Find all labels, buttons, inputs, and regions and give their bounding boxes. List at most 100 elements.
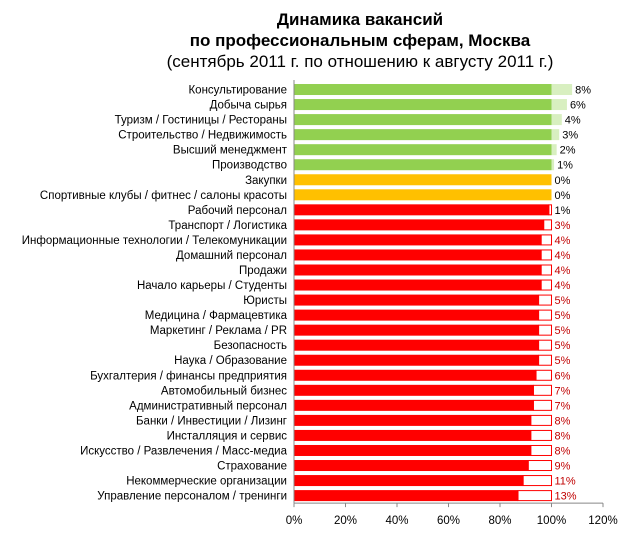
x-tick-label: 120%: [588, 515, 617, 527]
value-label: 3%: [555, 220, 571, 232]
category-label: Транспорт / Логистика: [168, 220, 287, 232]
bar-change: [530, 429, 553, 441]
value-label: 11%: [555, 476, 576, 488]
value-label: 5%: [555, 295, 571, 307]
bar-main: [294, 414, 531, 426]
value-label: 13%: [555, 491, 577, 503]
bar-change: [532, 384, 552, 396]
value-label: 1%: [557, 160, 573, 172]
value-label: 8%: [555, 415, 571, 427]
category-label: Консультирование: [188, 85, 287, 97]
bar-main: [294, 219, 544, 231]
value-label: 4%: [555, 250, 571, 262]
bar-main: [294, 339, 539, 351]
x-tick-label: 40%: [385, 515, 408, 527]
category-label: Наука / Образование: [174, 355, 287, 367]
bar-main: [294, 204, 549, 216]
chart-title: Динамика вакансий по профессиональным сф…: [167, 10, 554, 71]
bar-main: [294, 84, 552, 96]
bar-main: [294, 294, 539, 306]
bar-change: [540, 279, 553, 291]
bar-main: [294, 444, 531, 456]
bar-change: [551, 159, 555, 171]
value-label: 8%: [575, 85, 591, 97]
value-label: 6%: [570, 100, 586, 112]
value-label: 4%: [555, 235, 571, 247]
value-label: 3%: [562, 130, 578, 142]
bar-change: [551, 114, 562, 126]
category-label: Маркетинг / Реклама / PR: [150, 325, 287, 337]
bar-change: [530, 414, 553, 426]
bar-change: [540, 264, 553, 276]
value-label: 5%: [555, 325, 571, 337]
chart-title-line-1: Динамика вакансий: [277, 10, 443, 29]
bar-main: [294, 429, 531, 441]
bar-main: [294, 369, 537, 381]
bar-main: [294, 234, 542, 246]
value-label: 0%: [555, 190, 571, 202]
category-label: Бухгалтерия / финансы предприятия: [90, 370, 287, 382]
category-label: Закупки: [245, 175, 287, 187]
bar-change: [540, 249, 553, 261]
category-label: Домашний персонал: [176, 250, 287, 262]
x-tick-label: 80%: [488, 515, 511, 527]
category-label: Искусство / Развлечения / Масс-медиа: [80, 445, 288, 457]
value-label: 5%: [555, 355, 571, 367]
value-label: 4%: [555, 280, 571, 292]
category-label: Информационные технологии / Телекомуника…: [22, 235, 287, 247]
bar-main: [294, 309, 539, 321]
category-label: Некоммерческие организации: [126, 476, 287, 488]
bar-main: [294, 174, 552, 186]
bar-change: [527, 460, 553, 472]
category-label: Высший менеджмент: [173, 145, 288, 157]
category-label: Добыча сырья: [210, 100, 287, 112]
category-labels: Консультирование Добыча сырья Туризм / Гос…: [22, 85, 288, 503]
x-tick-label: 100%: [537, 515, 566, 527]
value-label: 7%: [555, 400, 571, 412]
bar-main: [294, 99, 552, 111]
category-label: Банки / Инвестиции / Лизинг: [136, 415, 287, 427]
category-label: Управление персоналом / тренинги: [97, 491, 287, 503]
bar-main: [294, 264, 542, 276]
chart-title-line-2: по профессиональным сферам, Москва: [190, 31, 531, 50]
bar-main: [294, 279, 542, 291]
bar-main: [294, 129, 552, 141]
category-label: Туризм / Гостиницы / Рестораны: [115, 115, 287, 127]
bar-change: [551, 84, 573, 96]
value-label: 5%: [555, 340, 571, 352]
bar-main: [294, 460, 529, 472]
bar-main: [294, 399, 534, 411]
value-label: 4%: [565, 115, 581, 127]
x-axis: 0% 20% 40% 60% 80% 100% 120%: [286, 80, 618, 527]
value-labels: 8% 6% 4% 3% 2% 1% 0% 0% 1% 3% 4% 4% 4% 4% 5% 5% 5% 5% 5% 6%…: [555, 85, 592, 503]
bar-change: [551, 129, 560, 141]
bar-change: [548, 204, 552, 216]
value-label: 8%: [555, 430, 571, 442]
bar-main: [294, 384, 534, 396]
bar-main: [294, 354, 539, 366]
value-label: 8%: [555, 445, 571, 457]
category-label: Медицина / Фармацевтика: [145, 310, 288, 322]
value-label: 0%: [555, 175, 571, 187]
value-label: 9%: [555, 461, 571, 473]
category-label: Строительство / Недвижимость: [118, 130, 287, 142]
bar-change: [532, 399, 552, 411]
x-tick-label: 20%: [334, 515, 357, 527]
bar-main: [294, 159, 552, 171]
bar-change: [517, 490, 553, 502]
bar-change: [538, 309, 552, 321]
value-label: 5%: [555, 310, 571, 322]
value-label: 4%: [555, 265, 571, 277]
category-label: Юристы: [243, 295, 287, 307]
category-label: Административный персонал: [129, 400, 287, 412]
bar-change: [551, 99, 567, 111]
bar-change: [535, 369, 552, 381]
chart-title-line-3: (сентябрь 2011 г. по отношению к августу…: [167, 52, 554, 71]
bar-main: [294, 490, 519, 502]
bar-main: [294, 249, 542, 261]
category-label: Продажи: [239, 265, 287, 277]
value-label: 6%: [555, 370, 571, 382]
x-tick-label: 60%: [437, 515, 460, 527]
bar-change: [538, 354, 552, 366]
